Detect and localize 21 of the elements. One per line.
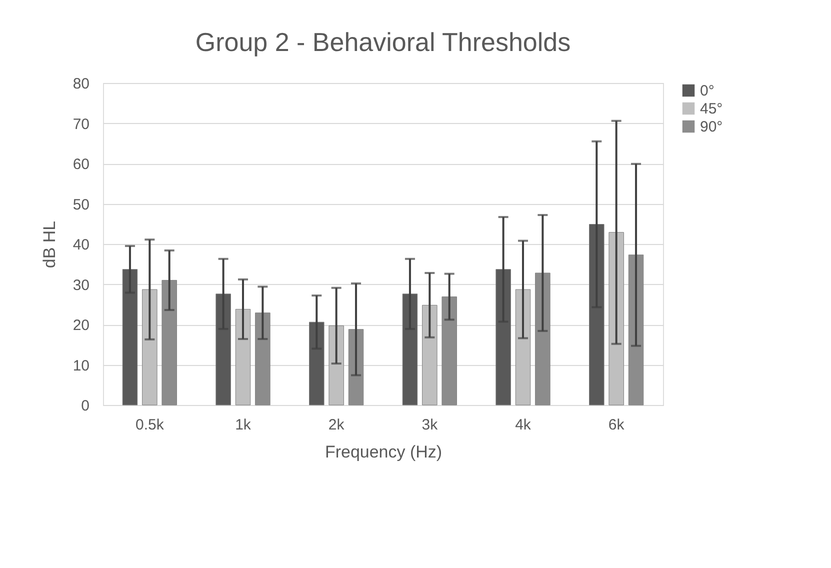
- x-tick-label: 0.5k: [135, 416, 164, 434]
- y-axis-title: dB HL: [40, 220, 59, 268]
- x-axis-title: Frequency (Hz): [324, 442, 442, 462]
- x-tick-label: 4k: [515, 416, 532, 434]
- y-tick-label: 50: [72, 196, 90, 214]
- x-tick-label: 3k: [422, 416, 438, 434]
- y-tick-label: 20: [72, 317, 90, 334]
- y-tick-label: 40: [72, 236, 90, 254]
- y-tick-label: 30: [72, 276, 90, 294]
- legend-label: 45°: [700, 100, 723, 118]
- legend-label: 90°: [700, 118, 723, 136]
- y-tick-label: 10: [72, 357, 90, 374]
- y-tick-label: 70: [72, 116, 90, 133]
- x-tick-label: 6k: [608, 416, 625, 434]
- y-tick-label: 80: [72, 76, 90, 92]
- x-tick-label: 1k: [235, 416, 252, 434]
- y-tick-label: 60: [72, 156, 90, 173]
- x-tick-label: 2k: [328, 416, 345, 434]
- y-tick-label: 0: [81, 398, 90, 414]
- legend-label: 0°: [700, 82, 714, 100]
- chart-title: Group 2 - Behavioral Thresholds: [195, 27, 571, 57]
